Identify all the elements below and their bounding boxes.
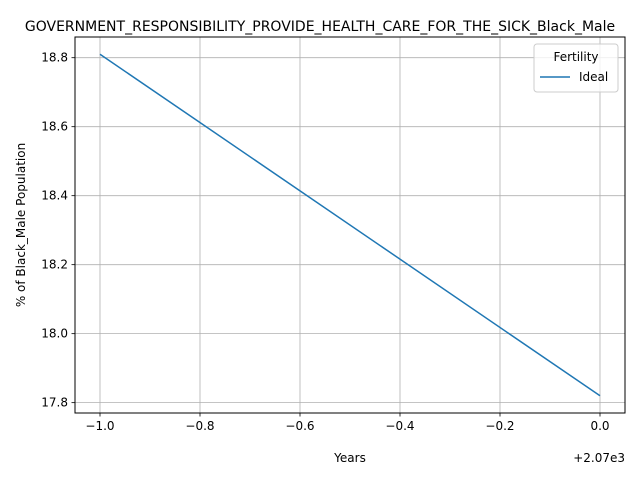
legend-title: Fertility <box>553 50 598 64</box>
x-tick-label: −0.8 <box>185 419 214 433</box>
x-tick-label: −1.0 <box>85 419 114 433</box>
x-axis-label: Years <box>333 451 366 465</box>
x-tick-label: −0.4 <box>385 419 414 433</box>
y-tick-label: 18.8 <box>41 51 68 65</box>
x-axis-offset-label: +2.07e3 <box>573 451 625 465</box>
y-axis-label: % of Black_Male Population <box>14 143 28 307</box>
plot-frame <box>74 36 626 414</box>
y-tick-label: 18.0 <box>41 327 68 341</box>
series-lines <box>99 53 601 397</box>
y-tick-label: 18.2 <box>41 258 68 272</box>
legend-box <box>533 43 619 93</box>
legend-label-ideal: Ideal <box>579 70 608 84</box>
x-tick-label: −0.2 <box>485 419 514 433</box>
x-tick-label: −0.6 <box>285 419 314 433</box>
grid-lines <box>75 37 625 413</box>
chart-title: GOVERNMENT_RESPONSIBILITY_PROVIDE_HEALTH… <box>25 19 615 35</box>
axis-ticks: −1.0 −0.8 −0.6 −0.4 −0.2 0.0 17.8 18.0 18.2 18.4 1… <box>41 51 609 433</box>
x-tick-label: 0.0 <box>590 419 609 433</box>
y-tick-label: 17.8 <box>41 396 68 410</box>
legend: Fertility Ideal <box>533 43 619 93</box>
y-tick-label: 18.6 <box>41 120 68 134</box>
y-tick-label: 18.4 <box>41 189 68 203</box>
series-line-ideal <box>99 53 601 397</box>
